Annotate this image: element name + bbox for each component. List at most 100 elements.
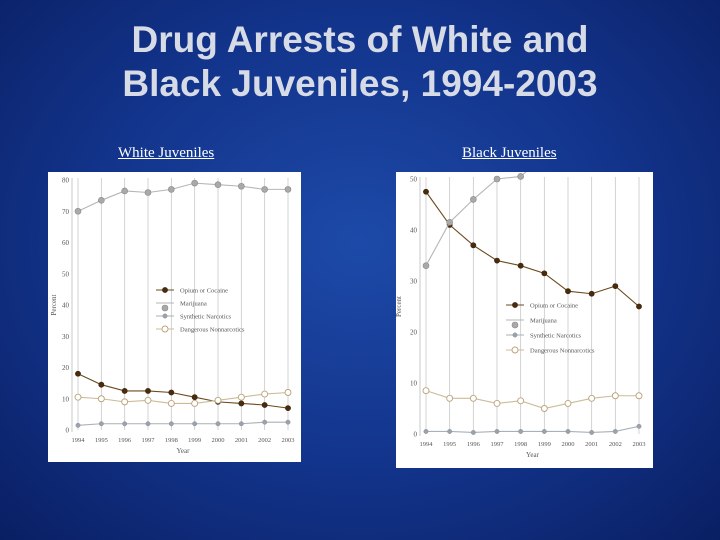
black-series-line — [425, 172, 527, 266]
black-data-point — [612, 429, 618, 434]
slide-title-line-1: Drug Arrests of White and — [131, 19, 589, 60]
white-data-point — [215, 421, 221, 427]
black-x-tick-label: 2003 — [633, 441, 646, 448]
black-data-point — [612, 283, 619, 289]
white-data-point — [192, 421, 198, 427]
black-data-point — [422, 387, 430, 395]
black-data-point — [470, 196, 477, 203]
white-data-point — [145, 421, 151, 427]
white-data-point — [74, 393, 82, 401]
black-legend-label: Opium or Cocaine — [530, 303, 578, 310]
white-data-point — [238, 400, 245, 407]
white-data-point — [238, 182, 245, 190]
black-y-tick-label: 40 — [410, 227, 418, 235]
white-legend-label: Opium or Cocaine — [180, 288, 228, 295]
black-x-tick-label: 1994 — [420, 441, 434, 448]
white-data-point — [191, 179, 198, 187]
white-legend-marker — [162, 313, 168, 319]
black-x-tick-label: 1995 — [443, 441, 456, 448]
white-x-tick-label: 1995 — [95, 437, 108, 444]
black-data-point — [447, 429, 453, 434]
white-data-point — [144, 189, 152, 196]
white-data-point — [122, 421, 128, 427]
white-data-point — [144, 396, 152, 404]
black-data-point — [588, 394, 596, 402]
black-x-tick-label: 1998 — [514, 441, 527, 448]
black-data-point — [517, 397, 525, 405]
black-data-point — [565, 429, 571, 434]
white-data-point — [98, 197, 105, 204]
black-x-tick-label: 2001 — [585, 441, 598, 448]
white-juveniles-chart-panel: 0 10 20 30 40 50 60 70 80 1994 1995 1996 1997 1998 199… — [48, 172, 301, 462]
white-data-point — [167, 399, 175, 407]
black-data-point — [446, 219, 453, 226]
black-series-1 — [422, 172, 527, 269]
white-series-line — [77, 421, 288, 426]
white-series-1 — [74, 179, 292, 215]
black-x-tick-label: 1999 — [538, 441, 551, 448]
black-series-0 — [423, 188, 642, 310]
black-data-point — [541, 429, 547, 434]
black-series-3 — [422, 387, 643, 412]
black-data-point — [517, 262, 524, 269]
white-x-tick-label: 2003 — [282, 437, 295, 444]
white-y-tick-label: 30 — [62, 333, 70, 341]
black-x-axis-label: Year — [526, 451, 540, 459]
white-y-tick-label: 10 — [62, 395, 70, 403]
white-data-point — [214, 181, 222, 188]
white-y-axis-label: Percent — [50, 294, 58, 315]
black-x-tick-label: 1997 — [491, 441, 505, 448]
white-legend-label: Marijuana — [180, 301, 207, 308]
black-x-tick-label: 2002 — [609, 441, 622, 448]
white-series-0 — [75, 370, 291, 412]
white-data-point — [168, 421, 174, 427]
black-y-axis-label: Percent — [396, 296, 403, 317]
black-data-point — [422, 262, 430, 269]
black-data-point — [541, 270, 548, 277]
white-juveniles-chart: 0 10 20 30 40 50 60 70 80 1994 1995 1996 1997 1998 199… — [50, 177, 295, 456]
white-y-tick-label: 40 — [62, 302, 70, 310]
black-legend-marker — [512, 302, 518, 308]
white-data-point — [168, 186, 175, 193]
white-data-point — [168, 389, 175, 396]
white-series-line — [77, 373, 289, 409]
white-data-point — [191, 394, 198, 401]
black-data-point — [493, 399, 501, 407]
black-data-point — [446, 394, 454, 402]
white-data-point — [97, 395, 105, 403]
white-data-point — [262, 419, 268, 425]
white-x-tick-label: 1996 — [118, 437, 132, 444]
white-data-point — [98, 421, 104, 427]
black-data-point — [518, 429, 524, 434]
white-data-point — [121, 388, 128, 394]
white-x-tick-label: 2001 — [235, 437, 248, 444]
black-legend-marker — [511, 346, 519, 354]
white-data-point — [214, 396, 222, 404]
white-series-3 — [74, 389, 292, 407]
black-data-point — [517, 173, 524, 180]
black-series-2 — [423, 423, 642, 435]
black-data-point — [493, 175, 501, 183]
black-juveniles-caption: Black Juveniles — [462, 145, 557, 161]
white-data-point — [237, 393, 245, 401]
black-y-tick-label: 10 — [410, 380, 418, 388]
black-data-point — [540, 405, 548, 412]
black-data-point — [636, 423, 642, 429]
white-series-2 — [75, 419, 291, 428]
black-legend-label: Dangerous Nonnarcotics — [530, 348, 595, 355]
black-data-point — [494, 257, 500, 264]
white-y-tick-label: 50 — [62, 270, 70, 278]
white-data-point — [284, 186, 292, 193]
slide-title-line-2: Black Juveniles, 1994-2003 — [122, 63, 598, 104]
black-legend-label: Marijuana — [530, 318, 557, 325]
white-y-tick-label: 80 — [62, 177, 70, 185]
black-data-point — [470, 430, 476, 435]
black-data-point — [589, 430, 595, 435]
black-data-point — [470, 242, 477, 249]
black-legend-label: Synthetic Narcotics — [530, 333, 582, 340]
black-y-tick-label: 0 — [414, 431, 418, 439]
black-juveniles-chart-panel: 0 10 20 30 40 50 1994 1995 1996 1997 1998 1999 2000 2… — [396, 172, 653, 468]
white-data-point — [121, 398, 129, 406]
white-x-tick-label: 1997 — [142, 437, 156, 444]
black-data-point — [635, 392, 643, 400]
